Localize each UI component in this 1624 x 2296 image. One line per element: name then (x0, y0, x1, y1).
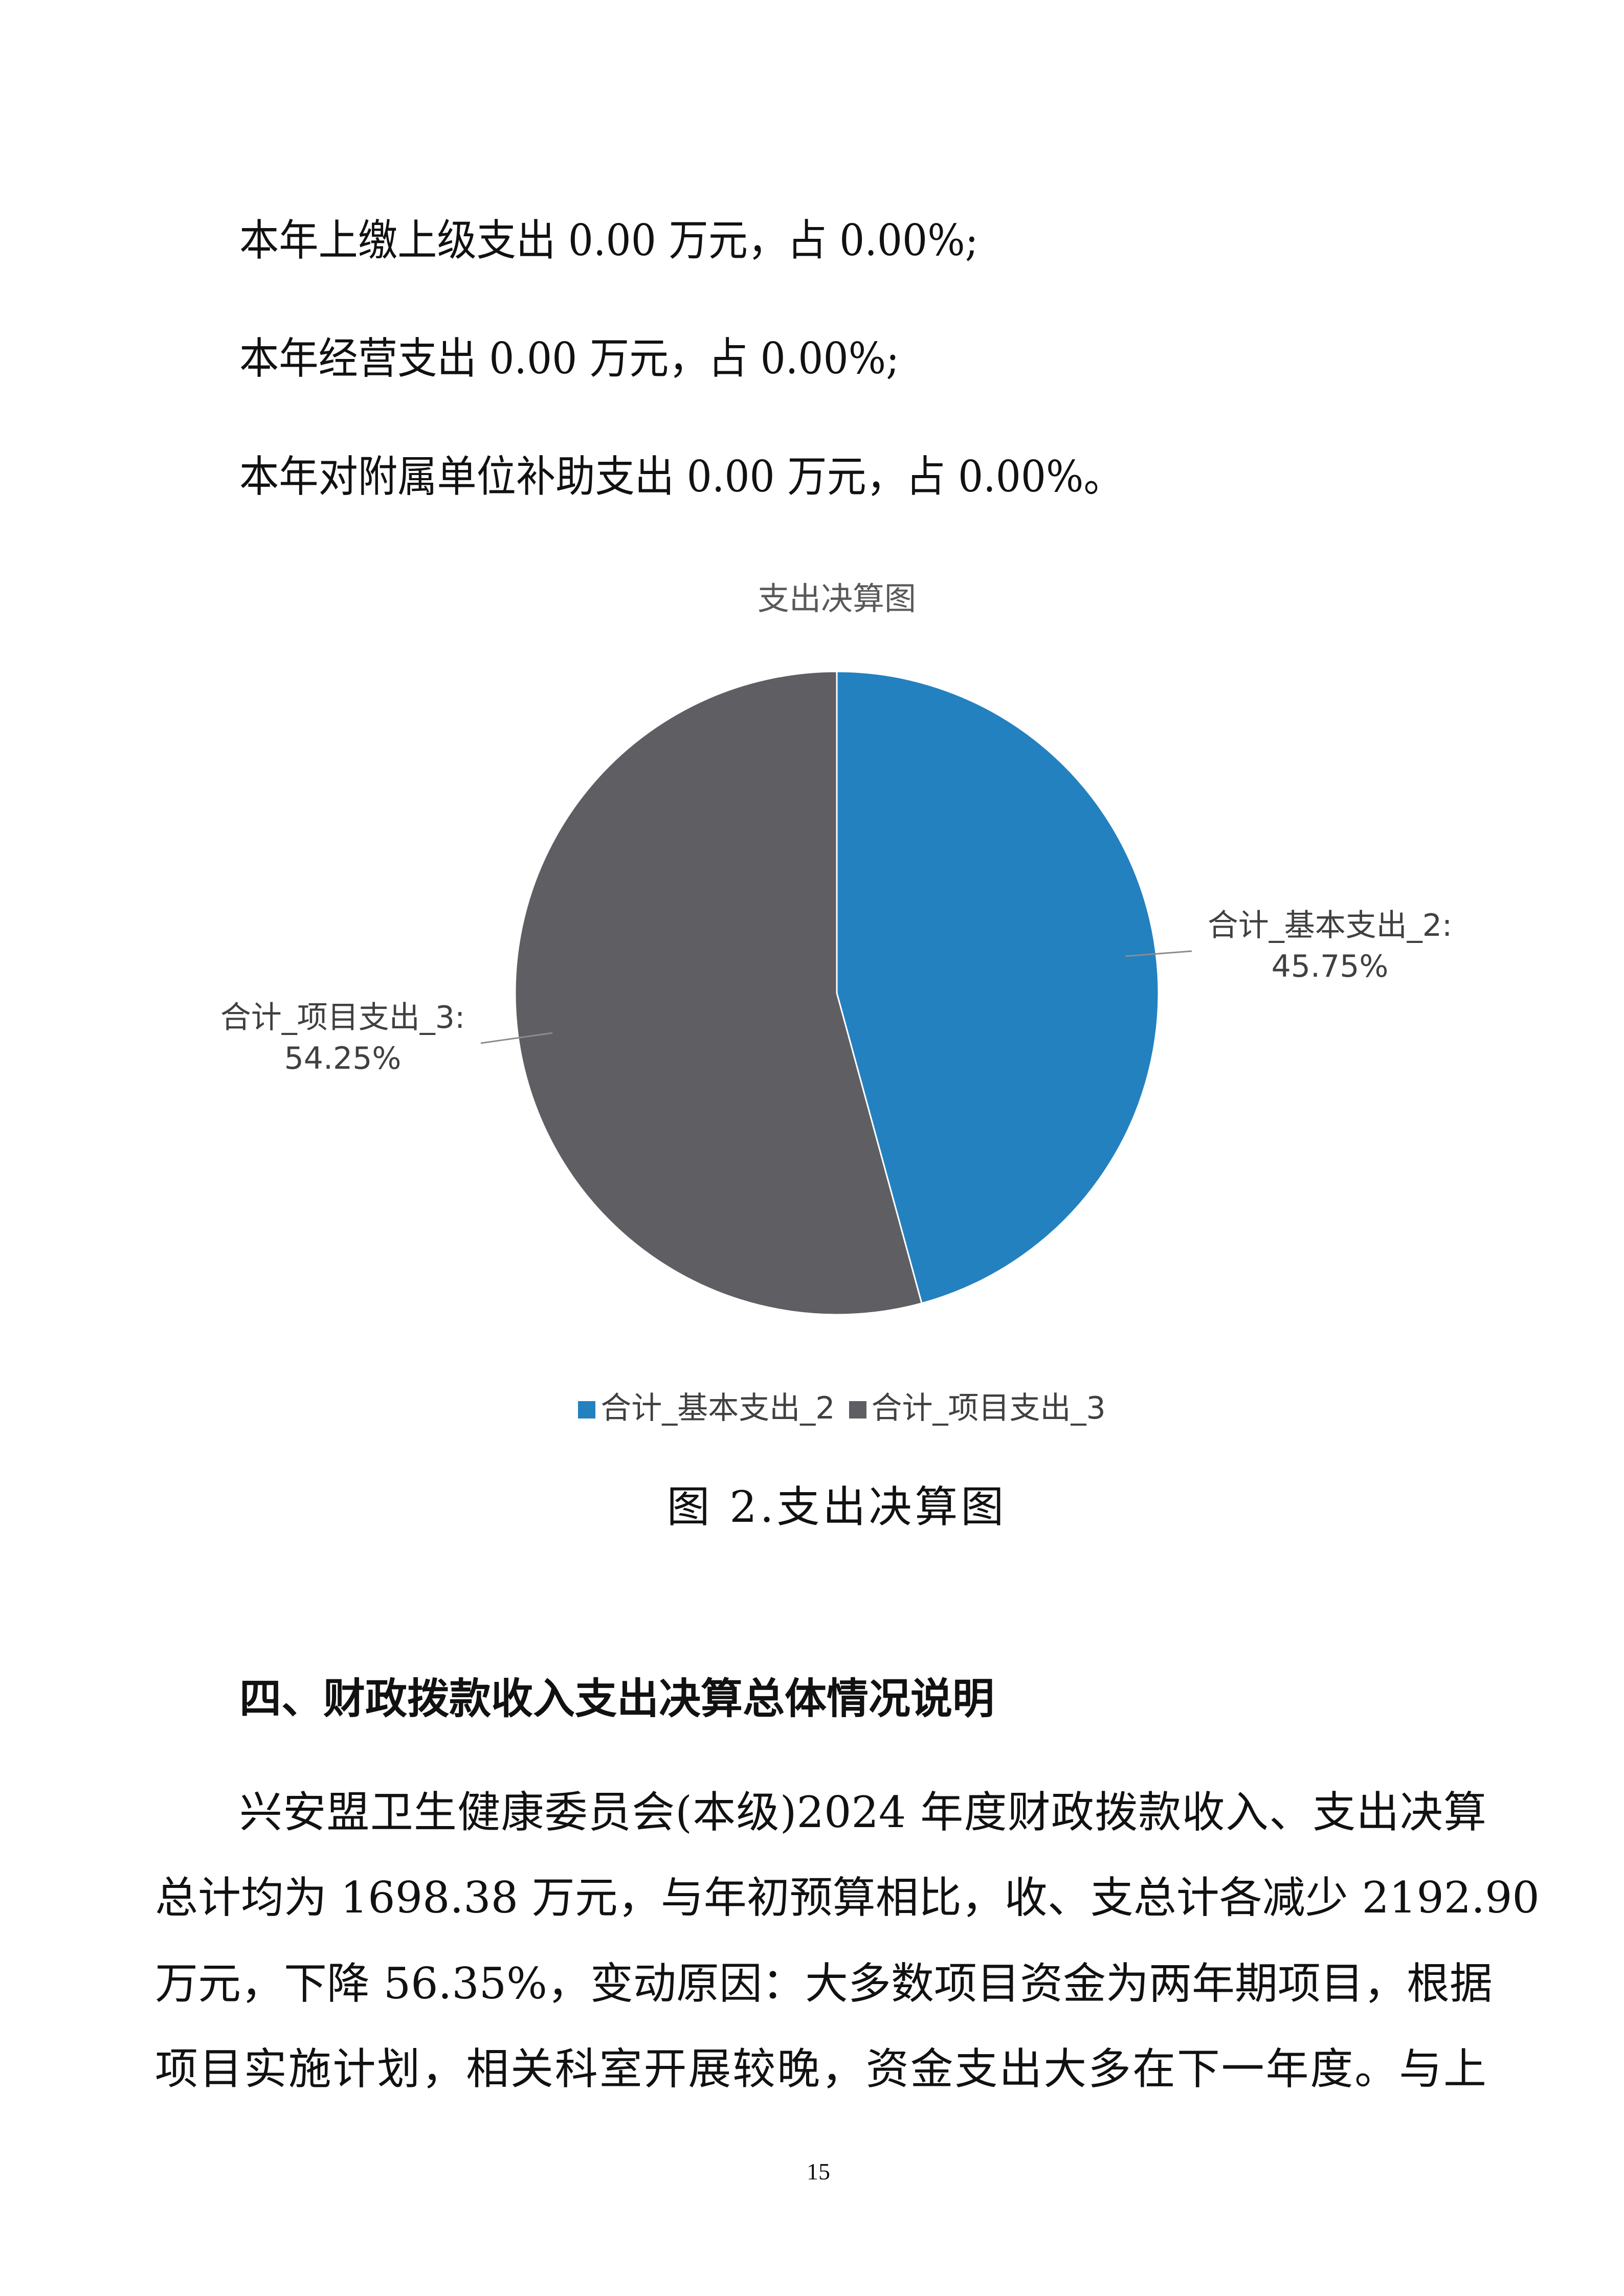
data-label-value: 45.75% (1271, 949, 1389, 984)
pie-chart (480, 670, 1192, 1316)
legend-swatch (849, 1401, 866, 1419)
chart-legend: 合计_基本支出_2 合计_项目支出_3 (0, 1383, 1624, 1428)
paragraph-line: 兴安盟卫生健康委员会(本级)2024 年度财政拨款收入、支出决算 (239, 1787, 1486, 1837)
figure-caption: 图 2.支出决算图 (666, 1482, 1007, 1532)
data-label-name: 合计_项目支出_3: (220, 1000, 465, 1036)
body-line: 本年对附属单位补助支出 0.00 万元，占 0.00%。 (239, 452, 1123, 502)
leader-line-0 (1125, 950, 1192, 957)
paragraph-line: 总计均为 1698.38 万元，与年初预算相比，收、支总计各减少 2192.90 (155, 1873, 1540, 1923)
section-heading: 四、财政拨款收入支出决算总体情况说明 (239, 1675, 995, 1723)
pie-slice-0 (836, 670, 1160, 1304)
pie-slice-1 (514, 670, 923, 1316)
data-label-value: 54.25% (284, 1041, 402, 1076)
leader-line-1 (480, 1032, 553, 1044)
data-label-project: 合计_项目支出_3: 54.25% (205, 997, 481, 1079)
paragraph-line: 项目实施计划，相关科室开展较晚，资金支出大多在下一年度。与上 (155, 2044, 1486, 2094)
chart-title: 支出决算图 (757, 580, 916, 617)
body-line: 本年经营支出 0.00 万元，占 0.00%; (239, 333, 900, 384)
legend-entry: 合计_基本支出_2 (600, 1390, 835, 1426)
data-label-name: 合计_基本支出_2: (1207, 908, 1453, 943)
data-label-basic: 合计_基本支出_2: 45.75% (1192, 905, 1468, 987)
page-number: 15 (807, 2158, 830, 2185)
legend-swatch (578, 1401, 596, 1419)
legend-entry: 合计_项目支出_3 (871, 1390, 1106, 1426)
paragraph-line: 万元，下降 56.35%，变动原因：大多数项目资金为两年期项目，根据 (155, 1959, 1493, 2009)
body-line: 本年上缴上级支出 0.00 万元，占 0.00%; (239, 215, 978, 265)
